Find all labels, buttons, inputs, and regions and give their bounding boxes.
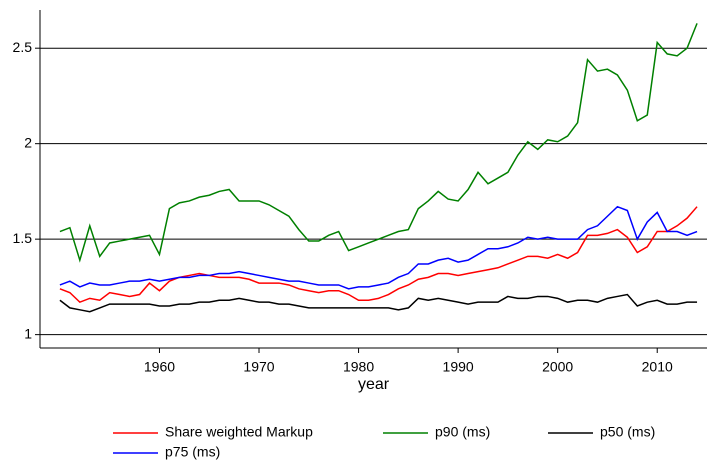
y-tick-label: 1.5 xyxy=(13,230,33,246)
y-tick-label: 1 xyxy=(24,325,32,341)
legend-label: p75 (ms) xyxy=(165,444,220,460)
legend-label: p50 (ms) xyxy=(600,424,655,440)
x-tick-label: 2000 xyxy=(542,359,573,375)
x-tick-label: 1970 xyxy=(243,359,274,375)
y-tick-label: 2 xyxy=(24,134,32,150)
x-tick-label: 1990 xyxy=(443,359,474,375)
y-tick-label: 2.5 xyxy=(13,39,33,55)
x-tick-label: 2010 xyxy=(642,359,673,375)
x-tick-label: 1960 xyxy=(144,359,175,375)
series-line xyxy=(59,206,698,304)
legend-label: Share weighted Markup xyxy=(165,424,313,440)
x-axis-label: year xyxy=(358,376,390,393)
series-line xyxy=(59,23,698,263)
series-line xyxy=(59,293,698,313)
x-tick-label: 1980 xyxy=(343,359,374,375)
legend-label: p90 (ms) xyxy=(435,424,490,440)
series-line xyxy=(59,205,698,290)
